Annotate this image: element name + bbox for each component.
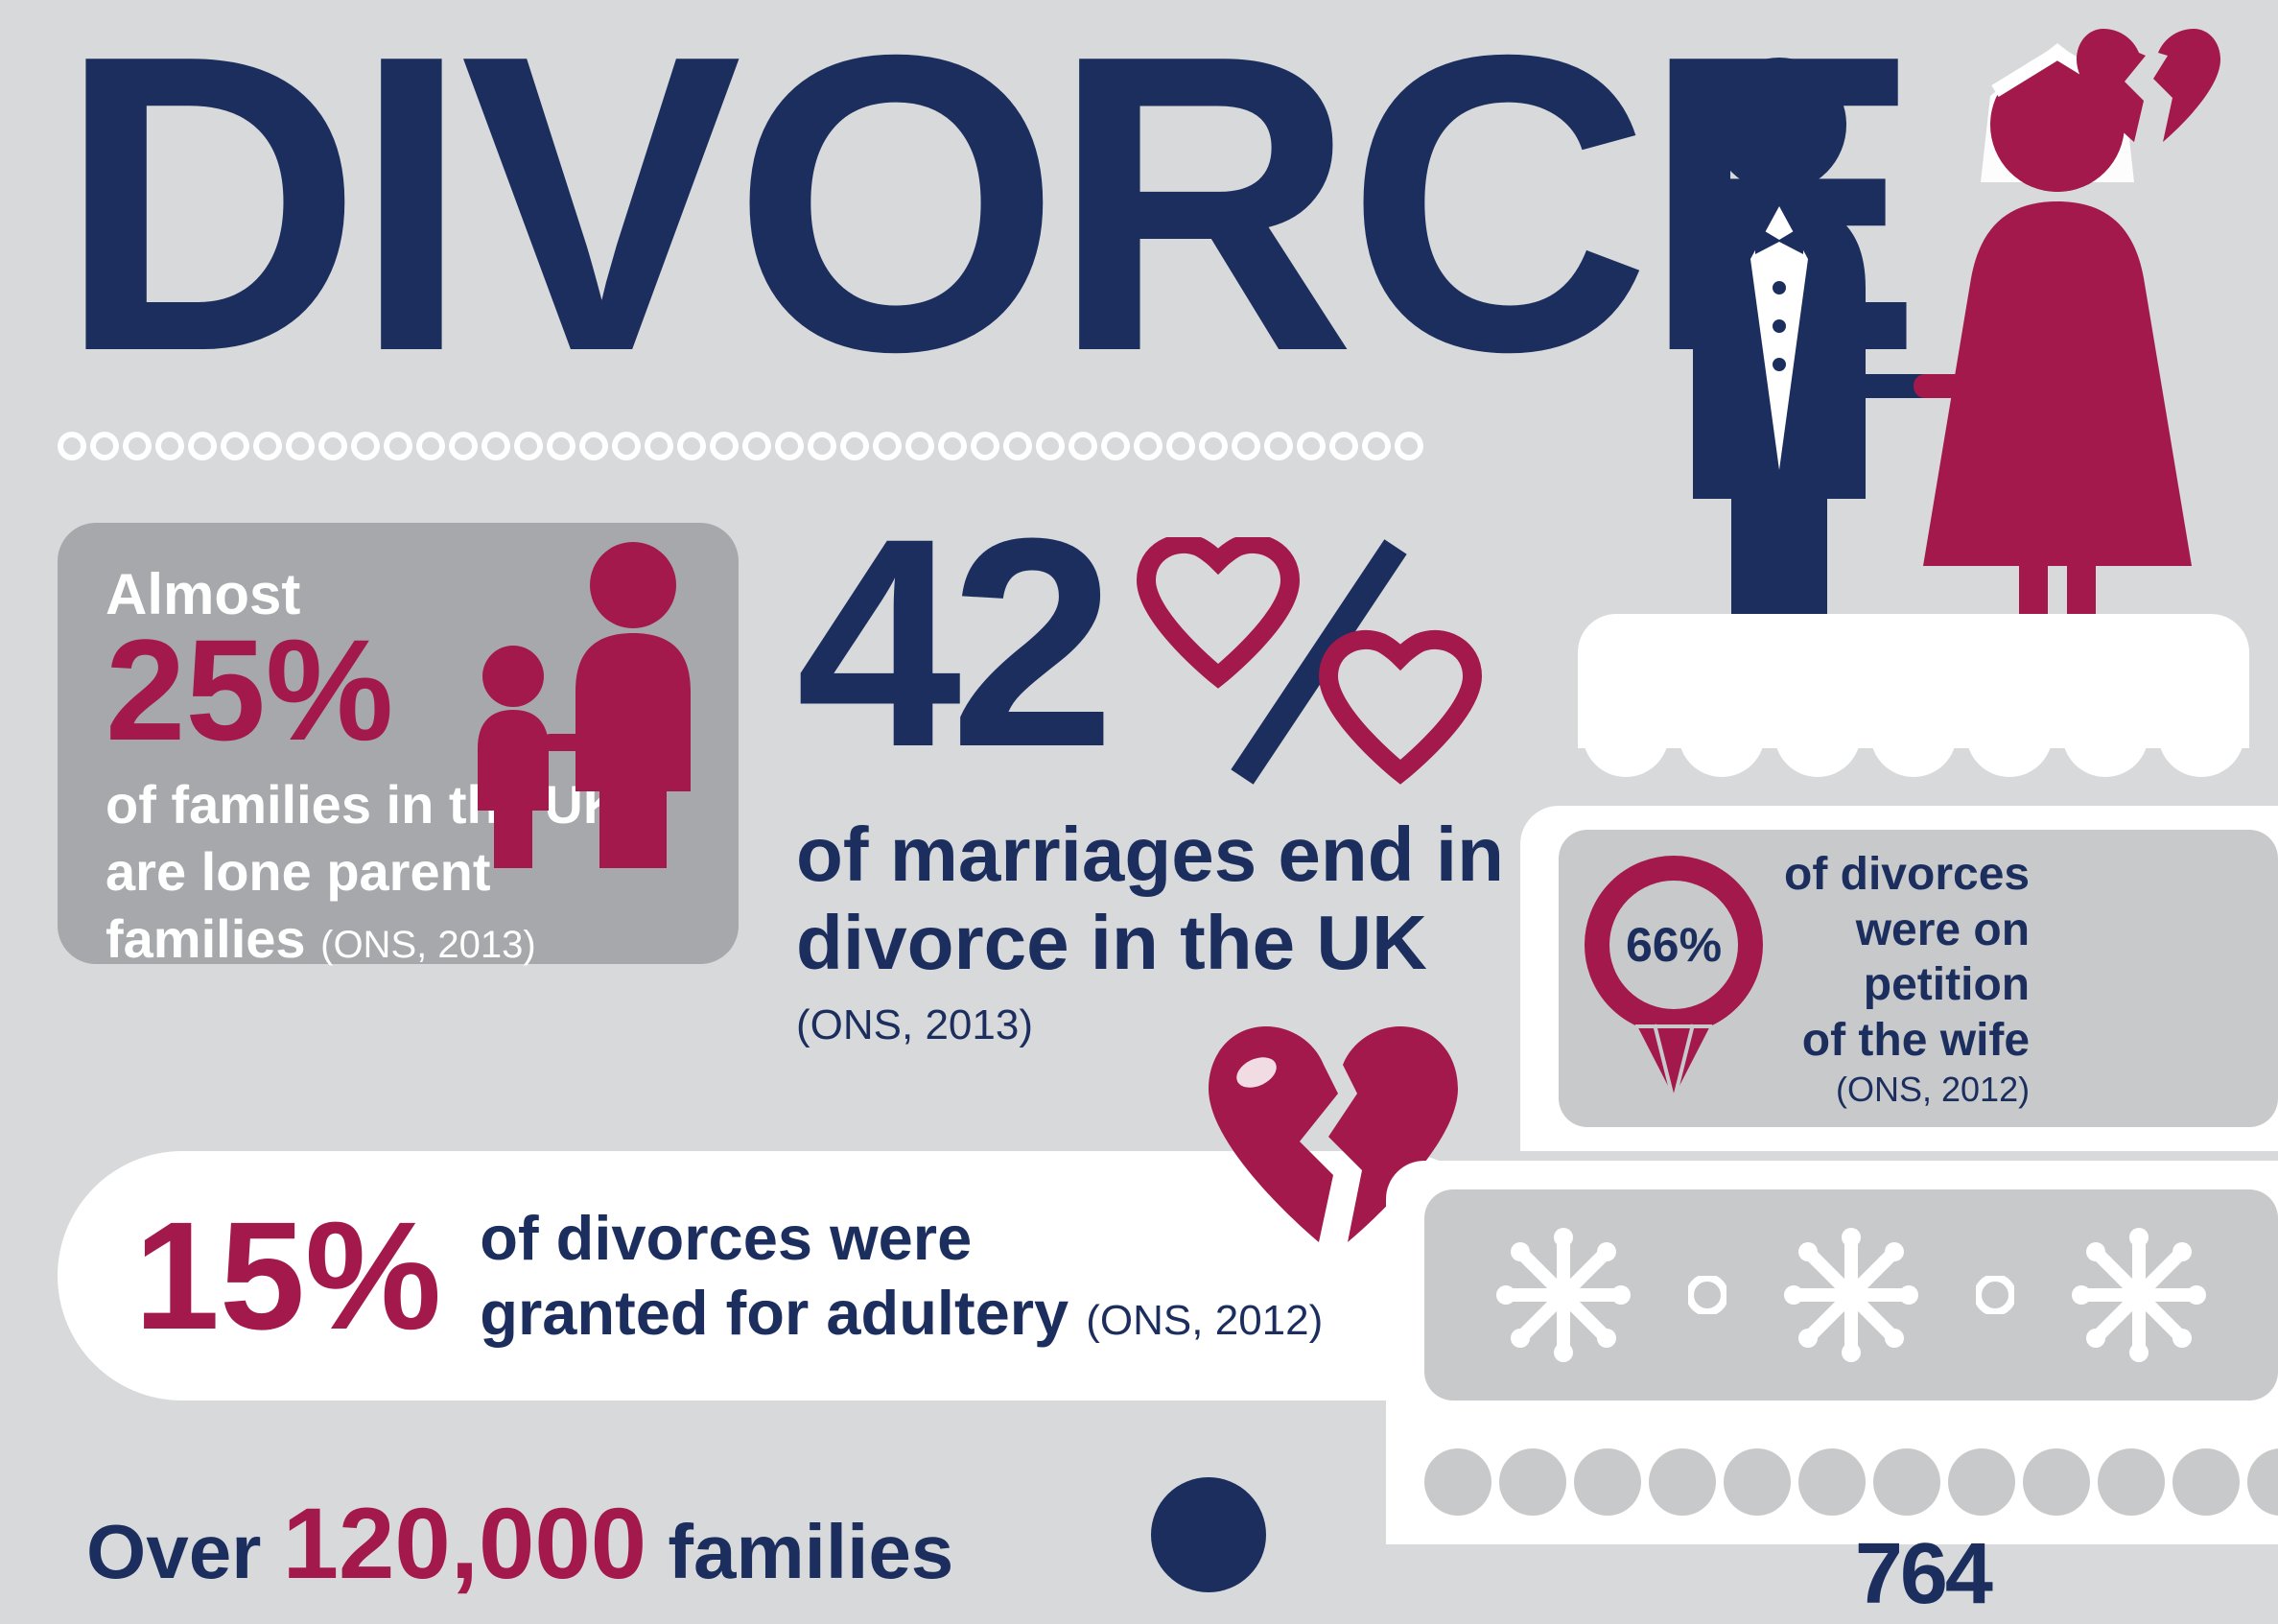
number-120000: 120,000 bbox=[283, 1488, 647, 1600]
marriages-end-body: of marriages end in divorce in the UK bbox=[796, 811, 1504, 987]
stat-42-block: 42 of marriages end in divorce in the UK… bbox=[796, 508, 1504, 1049]
adultery-body: of divorces were granted for adultery (O… bbox=[480, 1201, 1323, 1351]
snowflake-icon bbox=[1496, 1228, 1631, 1362]
cake-bottom-circles bbox=[1424, 1448, 2278, 1516]
petition-wife-text: of divorces were on petition of the wife… bbox=[1784, 847, 2030, 1110]
snowflake-icon bbox=[2072, 1228, 2206, 1362]
divider-circles bbox=[58, 432, 1429, 470]
source-ons-2012: (ONS, 2012) bbox=[1086, 1297, 1323, 1344]
person-head-icon bbox=[1151, 1477, 1266, 1592]
small-circle-icon bbox=[1976, 1276, 2014, 1314]
pct-15: 15% bbox=[134, 1199, 441, 1353]
heart-percent-icon bbox=[1127, 537, 1491, 791]
cake-tier-2: 66% of divorces were on petition of the … bbox=[1520, 806, 2278, 1151]
broken-heart-small-icon bbox=[2077, 29, 2220, 153]
stat-card-lone-parent: Almost 25% of families in the UK are lon… bbox=[58, 523, 739, 964]
ring-icon: 66% bbox=[1578, 854, 1770, 1103]
snowflake-icon bbox=[1784, 1228, 1918, 1362]
small-circle-icon bbox=[1688, 1276, 1726, 1314]
stat-120000: Over 120,000 families bbox=[86, 1487, 953, 1602]
source-ons-2013: (ONS, 2013) bbox=[320, 924, 536, 966]
number-764: 764 bbox=[1855, 1525, 1990, 1624]
parent-child-icon bbox=[441, 542, 710, 868]
cake-top-tier bbox=[1578, 614, 2249, 748]
source-ons-2012-b: (ONS, 2012) bbox=[1784, 1069, 2030, 1110]
cake-tier-3 bbox=[1386, 1161, 2278, 1544]
number-42: 42 bbox=[796, 508, 1104, 776]
pct-66: 66% bbox=[1626, 918, 1722, 972]
stat-card-adultery: 15% of divorces were granted for adulter… bbox=[58, 1151, 1515, 1400]
